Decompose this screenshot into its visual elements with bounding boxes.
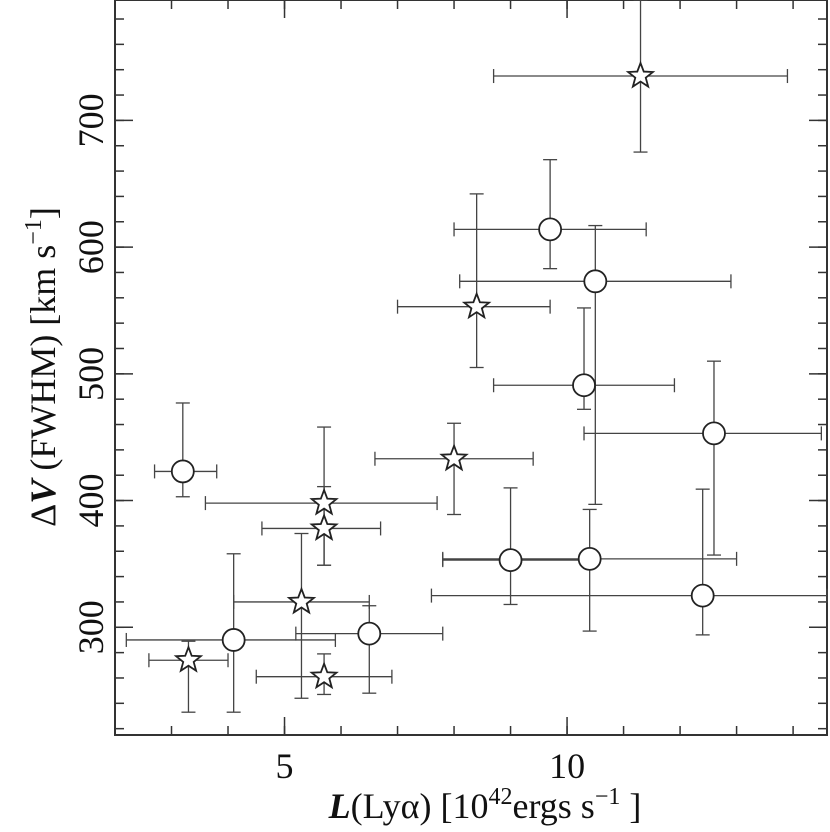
error-bars [125, 0, 828, 713]
circle-marker [357, 621, 382, 646]
plot-frame [114, 0, 828, 736]
y-axis-label: ΔV (FWHM) [km s−1] [21, 207, 63, 527]
circle-marker [538, 217, 563, 242]
x-axis-label: L(Lyα) [1042ergs s−1 ] [328, 784, 642, 826]
circle-marker [221, 628, 246, 652]
star-marker [309, 512, 339, 542]
star-marker [173, 644, 204, 673]
star-marker [625, 60, 656, 89]
star-marker [309, 661, 339, 690]
y-tick-label: 700 [71, 93, 111, 147]
circle-marker [690, 583, 715, 608]
x-tick-label: 5 [276, 746, 294, 786]
circle-marker [702, 421, 726, 446]
y-tick-label: 400 [71, 474, 111, 528]
circle-marker [583, 269, 608, 294]
star-marker [439, 443, 469, 472]
circle-marker [498, 548, 523, 573]
y-tick-label: 300 [71, 600, 111, 654]
circle-marker [577, 546, 602, 571]
x-tick-label: 10 [549, 746, 585, 786]
circle-marker [170, 459, 195, 484]
y-tick-label: 500 [71, 347, 111, 401]
star-marker [461, 291, 492, 320]
data-markers [170, 60, 726, 690]
circle-marker [572, 373, 596, 398]
y-tick-label: 600 [71, 220, 111, 274]
tick-labels: 5 10 300 400 500 600 700 [71, 93, 585, 786]
axis-ticks [114, 0, 827, 735]
star-marker [286, 586, 317, 615]
star-marker [309, 487, 339, 516]
